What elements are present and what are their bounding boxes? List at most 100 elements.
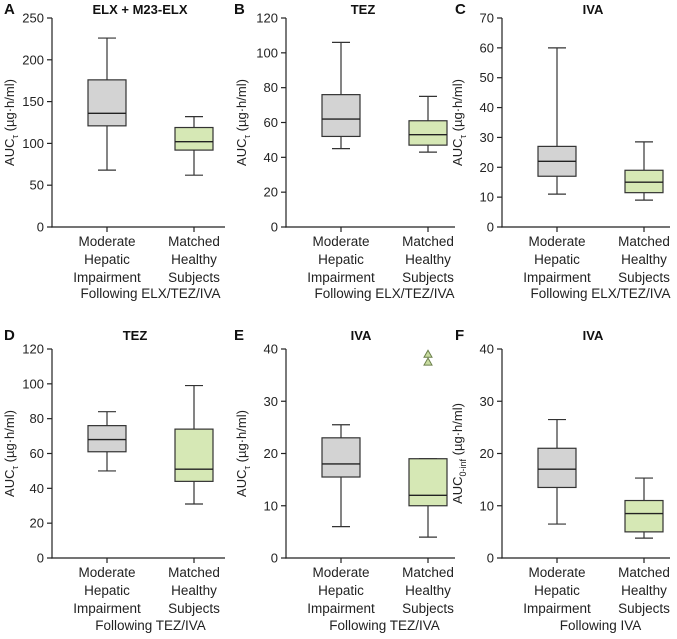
y-axis-label: AUCτ (µg·h/ml) xyxy=(2,79,20,166)
category-label-line: Healthy xyxy=(405,252,451,267)
category-label-line: Matched xyxy=(402,565,454,580)
category-label-line: Impairment xyxy=(523,270,591,285)
y-tick-label: 20 xyxy=(264,185,278,200)
iqr-box xyxy=(624,169,664,194)
y-axis-label-main: AUC xyxy=(234,470,249,497)
category-label-line: Hepatic xyxy=(534,252,580,267)
y-axis-label-unit: (µg·h/ml) xyxy=(2,410,17,466)
y-tick-label: 150 xyxy=(22,94,44,109)
y-tick-label: 100 xyxy=(22,136,44,151)
outlier-point xyxy=(423,357,433,366)
category-label-line: Healthy xyxy=(171,583,217,598)
y-tick-label: 20 xyxy=(480,160,494,175)
y-axis-label: AUCτ (µg·h/ml) xyxy=(234,79,252,166)
y-tick-label: 40 xyxy=(480,342,494,357)
y-tick-label: 100 xyxy=(256,45,278,60)
y-tick-label: 0 xyxy=(37,551,44,566)
y-axis-label: AUC0-inf (µg·h/ml) xyxy=(450,403,468,504)
footer-label: Following ELX/TEZ/IVA xyxy=(80,286,220,301)
y-tick-label: 0 xyxy=(271,220,278,235)
box-hepatic xyxy=(537,418,577,525)
category-label-line: Hepatic xyxy=(534,583,580,598)
category-label-line: Matched xyxy=(402,234,454,249)
category-label-line: Hepatic xyxy=(84,252,130,267)
category-label-line: Healthy xyxy=(171,252,217,267)
panel-title: IVA xyxy=(583,328,604,343)
footer-label: Following IVA xyxy=(560,618,642,633)
box-healthy xyxy=(174,384,214,505)
category-label-line: Subjects xyxy=(402,601,454,616)
y-axis-label-main: AUC xyxy=(2,139,17,166)
iqr-box xyxy=(321,437,361,478)
y-tick-label: 20 xyxy=(30,516,44,531)
y-axis-label-unit: (µg·h/ml) xyxy=(450,403,465,459)
y-tick-label: 60 xyxy=(264,115,278,130)
y-axis-label-main: AUC xyxy=(2,470,17,497)
y-axis-label-unit: (µg·h/ml) xyxy=(234,79,249,135)
panel-title: TEZ xyxy=(351,2,376,17)
category-label-line: Hepatic xyxy=(318,252,364,267)
category-label-line: Subjects xyxy=(618,601,670,616)
y-tick-label: 80 xyxy=(30,411,44,426)
category-label-line: Moderate xyxy=(78,234,135,249)
y-axis-label: AUCτ (µg·h/ml) xyxy=(450,79,468,166)
y-tick-label: 70 xyxy=(480,11,494,26)
y-tick-label: 200 xyxy=(22,52,44,67)
box-healthy xyxy=(624,477,664,539)
iqr-box xyxy=(321,94,361,138)
y-tick-label: 0 xyxy=(487,551,494,566)
y-tick-label: 80 xyxy=(264,80,278,95)
y-tick-label: 60 xyxy=(480,40,494,55)
category-label-line: Moderate xyxy=(528,565,585,580)
chart-panel-f: F IVA 0 10 20 30 40 AUC0-inf (µg·h/ml) Moderate H… xyxy=(450,327,670,633)
y-axis-label-subscript: τ xyxy=(242,135,252,139)
y-tick-label: 120 xyxy=(22,342,44,357)
y-axis-label-main: AUC xyxy=(450,476,465,503)
panel-title: IVA xyxy=(351,328,372,343)
y-tick-label: 20 xyxy=(264,446,278,461)
category-label-line: Matched xyxy=(618,565,670,580)
category-label-line: Subjects xyxy=(168,270,220,285)
y-tick-label: 50 xyxy=(30,178,44,193)
category-label-line: Impairment xyxy=(73,601,141,616)
box-healthy xyxy=(408,95,448,153)
y-tick-label: 30 xyxy=(264,394,278,409)
y-axis-label-subscript: 0-inf xyxy=(458,458,468,476)
y-tick-label: 60 xyxy=(30,446,44,461)
iqr-box xyxy=(87,425,127,453)
category-label-line: Impairment xyxy=(307,601,375,616)
panel-letter: E xyxy=(234,327,244,344)
panel-letter: B xyxy=(234,1,245,18)
footer-label: Following TEZ/IVA xyxy=(329,618,440,633)
chart-panel-b: B TEZ 0 20 40 60 80 100 120 AUCτ (µg·h/ml) Moderat… xyxy=(234,1,455,301)
y-tick-label: 40 xyxy=(264,342,278,357)
box-hepatic xyxy=(87,411,127,472)
y-tick-label: 0 xyxy=(271,551,278,566)
category-label-line: Moderate xyxy=(78,565,135,580)
box-hepatic xyxy=(321,41,361,150)
category-label-line: Matched xyxy=(168,234,220,249)
panel-letter: A xyxy=(4,1,15,18)
y-tick-label: 40 xyxy=(480,100,494,115)
y-axis-label-subscript: τ xyxy=(10,466,20,470)
y-tick-label: 0 xyxy=(487,220,494,235)
y-axis-label-subscript: τ xyxy=(242,466,252,470)
category-label-line: Healthy xyxy=(621,252,667,267)
footer-label: Following ELX/TEZ/IVA xyxy=(314,286,454,301)
category-label-line: Healthy xyxy=(621,583,667,598)
panel-letter: C xyxy=(455,1,466,18)
y-tick-label: 0 xyxy=(37,220,44,235)
y-axis-label-main: AUC xyxy=(234,139,249,166)
category-label-line: Matched xyxy=(618,234,670,249)
category-label-line: Subjects xyxy=(168,601,220,616)
box-healthy xyxy=(408,349,448,538)
category-label-line: Moderate xyxy=(528,234,585,249)
y-tick-label: 40 xyxy=(30,481,44,496)
y-tick-label: 10 xyxy=(264,498,278,513)
category-label-line: Subjects xyxy=(402,270,454,285)
box-hepatic xyxy=(87,37,127,171)
y-tick-label: 30 xyxy=(480,394,494,409)
y-tick-label: 120 xyxy=(256,11,278,26)
category-label-line: Matched xyxy=(168,565,220,580)
